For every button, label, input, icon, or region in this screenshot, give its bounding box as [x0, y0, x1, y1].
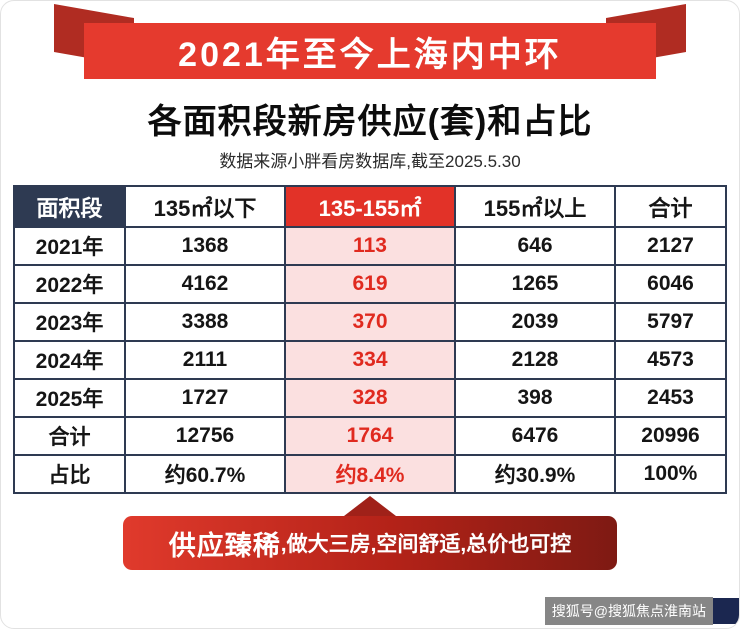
- value-cell: 20996: [614, 416, 727, 456]
- value-cell: 约60.7%: [124, 454, 286, 494]
- header-cell-area-segment: 面积段: [13, 185, 126, 228]
- table-row: 2022年 4162 619 1265 6046: [13, 264, 727, 304]
- value-cell: 398: [454, 378, 616, 418]
- table-row: 合计 12756 1764 6476 20996: [13, 416, 727, 456]
- callout-banner: 供应臻稀 ,做大三房,空间舒适,总价也可控: [123, 516, 617, 570]
- value-cell: 113: [284, 226, 456, 266]
- ribbon-title: 2021年至今上海内中环: [178, 35, 562, 74]
- table-body: 2021年 1368 113 646 2127 2022年 4162 619 1265 6046 2…: [13, 226, 727, 494]
- row-label: 2021年: [13, 226, 126, 266]
- value-cell: 334: [284, 340, 456, 380]
- value-cell: 1368: [124, 226, 286, 266]
- value-cell: 328: [284, 378, 456, 418]
- value-cell: 12756: [124, 416, 286, 456]
- row-label: 2022年: [13, 264, 126, 304]
- table-row: 2025年 1727 328 398 2453: [13, 378, 727, 418]
- header-cell: 135㎡以下: [124, 185, 286, 228]
- top-ribbon: 2021年至今上海内中环: [54, 3, 686, 79]
- ribbon-banner: 2021年至今上海内中环: [84, 23, 656, 79]
- value-cell: 4162: [124, 264, 286, 304]
- header-cell: 155㎡以上: [454, 185, 616, 228]
- row-label: 2023年: [13, 302, 126, 342]
- value-cell: 1727: [124, 378, 286, 418]
- value-cell: 2453: [614, 378, 727, 418]
- watermark-text: 搜狐号@搜狐焦点淮南站: [544, 597, 713, 625]
- value-cell: 2111: [124, 340, 286, 380]
- watermark: 搜狐号@搜狐焦点淮南站: [544, 597, 739, 625]
- row-label: 2025年: [13, 378, 126, 418]
- value-cell: 370: [284, 302, 456, 342]
- row-label: 合计: [13, 416, 126, 456]
- table-row: 2021年 1368 113 646 2127: [13, 226, 727, 266]
- row-label: 占比: [13, 454, 126, 494]
- value-cell: 1764: [284, 416, 456, 456]
- page-title: 各面积段新房供应(套)和占比: [147, 103, 593, 141]
- row-label: 2024年: [13, 340, 126, 380]
- value-cell: 1265: [454, 264, 616, 304]
- callout-rest-text: ,做大三房,空间舒适,总价也可控: [280, 533, 572, 556]
- value-cell: 4573: [614, 340, 727, 380]
- value-cell: 619: [284, 264, 456, 304]
- table-row: 2023年 3388 370 2039 5797: [13, 302, 727, 342]
- value-cell: 约8.4%: [284, 454, 456, 494]
- value-cell: 100%: [614, 454, 727, 494]
- callout-arrow-up: [344, 496, 396, 516]
- value-cell: 3388: [124, 302, 286, 342]
- header-cell: 135-155㎡: [284, 185, 456, 228]
- header-row: 面积段 135㎡以下 135-155㎡ 155㎡以上 合计: [13, 185, 727, 228]
- table-row: 占比 约60.7% 约8.4% 约30.9% 100%: [13, 454, 727, 494]
- callout-lead-text: 供应臻稀: [168, 530, 281, 561]
- value-cell: 约30.9%: [454, 454, 616, 494]
- page-subtitle: 数据来源小胖看房数据库,截至2025.5.30: [219, 152, 521, 171]
- value-cell: 6046: [614, 264, 727, 304]
- value-cell: 6476: [454, 416, 616, 456]
- sohu-logo-icon: [713, 598, 739, 624]
- table-header: 面积段 135㎡以下 135-155㎡ 155㎡以上 合计: [13, 185, 727, 228]
- value-cell: 2127: [614, 226, 727, 266]
- header-cell: 合计: [614, 185, 727, 228]
- value-cell: 5797: [614, 302, 727, 342]
- value-cell: 2128: [454, 340, 616, 380]
- table-row: 2024年 2111 334 2128 4573: [13, 340, 727, 380]
- value-cell: 646: [454, 226, 616, 266]
- value-cell: 2039: [454, 302, 616, 342]
- supply-table: 面积段 135㎡以下 135-155㎡ 155㎡以上 合计 2021年 1368 113 64…: [13, 185, 727, 494]
